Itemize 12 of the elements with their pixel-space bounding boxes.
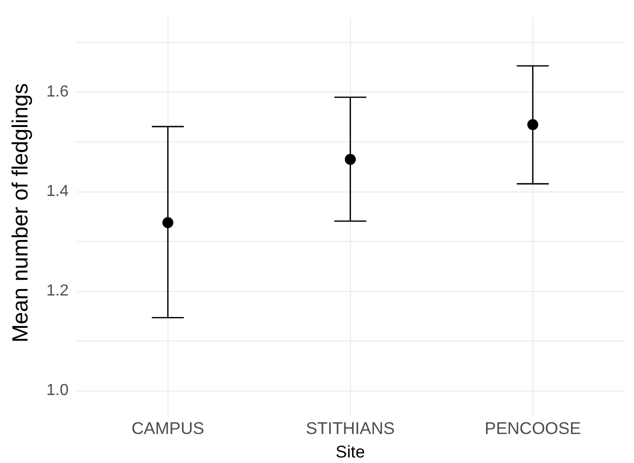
point <box>162 217 174 228</box>
x-tick-label: STITHIANS <box>306 419 395 438</box>
x-axis-title: Site <box>336 442 365 462</box>
x-tick-label: CAMPUS <box>132 419 204 438</box>
point <box>344 154 356 165</box>
x-tick-label: PENCOOSE <box>484 419 581 438</box>
point <box>527 119 538 130</box>
y-tick-label: 1.6 <box>46 84 69 101</box>
y-tick-label: 1.4 <box>46 183 69 200</box>
y-tick-label: 1.2 <box>46 282 69 300</box>
y-tick-label: 1.0 <box>46 382 69 400</box>
y-axis-title: Mean number of fledglings <box>7 83 32 343</box>
